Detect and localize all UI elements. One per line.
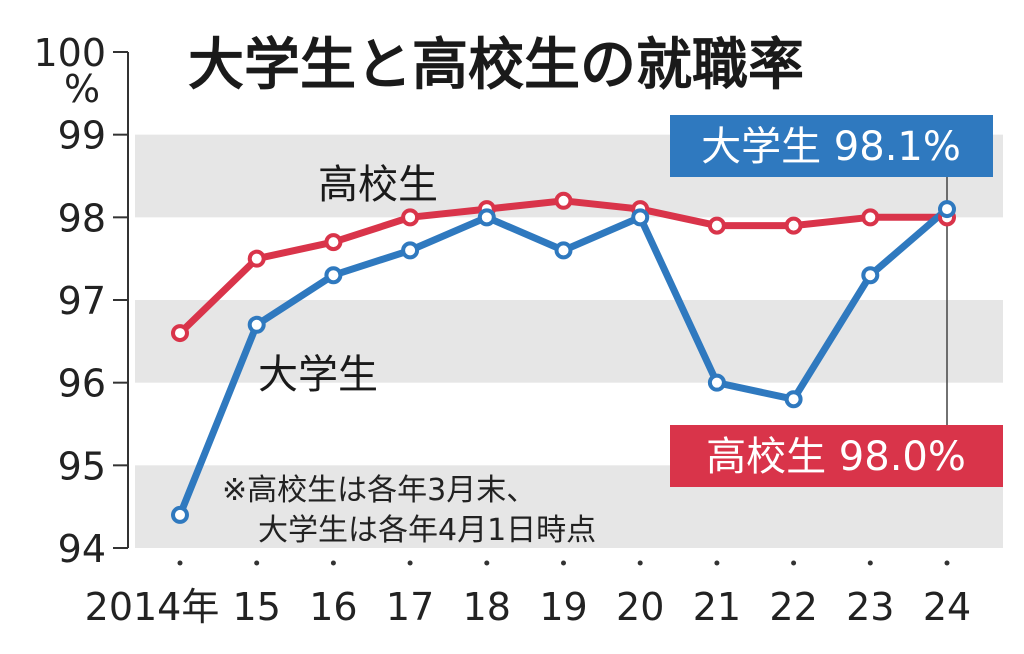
y-tick-label-3: 97: [58, 279, 106, 323]
x-tick-label-7: 21: [693, 585, 741, 629]
y-tick-label-1: 95: [58, 444, 106, 488]
x-ticks: 2014年 15 16 17 18 19 20 21 22 23 24: [85, 560, 971, 629]
x-tick-label-1: 15: [233, 585, 281, 629]
x-tick-dot-3: [407, 560, 413, 566]
callout-text-university: 大学生 98.1%: [701, 124, 961, 170]
series-0-point-8: [784, 216, 803, 235]
x-tick-dot-4: [484, 560, 490, 566]
latest-value-callouts: 大学生 98.1% 高校生 98.0%: [670, 115, 1003, 487]
x-tick-dot-0: [177, 560, 183, 566]
x-tick-label-8: 22: [769, 585, 817, 629]
series-1-point-1: [247, 315, 266, 334]
series-1-point-4: [477, 208, 496, 227]
series-0-point-0: [171, 324, 189, 343]
x-tick-label-6: 20: [616, 585, 664, 629]
series-0-point-1: [247, 249, 266, 268]
footnote-line-1: ※高校生は各年3月末、: [222, 473, 536, 508]
series-1-point-10: [938, 200, 956, 219]
series-1-point-3: [401, 241, 420, 260]
x-tick-dot-7: [714, 560, 720, 566]
y-ticks: 94 95 96 97 98 99 100: [33, 31, 128, 571]
x-tick-dot-9: [867, 560, 873, 566]
series-0-point-5: [554, 191, 573, 210]
series-label-highschool: 高校生: [318, 162, 438, 208]
series-points: [171, 191, 956, 524]
x-tick-label-2: 16: [309, 585, 357, 629]
y-tick-label-6: 100: [33, 31, 106, 75]
x-tick-label-3: 17: [386, 585, 434, 629]
callout-box-university: [670, 115, 993, 177]
x-tick-dot-5: [561, 560, 566, 566]
series-1-point-8: [784, 390, 803, 409]
x-tick-dot-10: [944, 560, 950, 566]
series-0-point-9: [861, 208, 880, 227]
series-label-university: 大学生: [258, 352, 378, 398]
series-1-point-9: [861, 266, 880, 285]
x-tick-label-9: 23: [846, 585, 894, 629]
series-1-point-0: [171, 505, 189, 524]
y-tick-label-5: 99: [58, 114, 106, 158]
series-0-point-2: [324, 233, 343, 252]
footnote-line-2: 大学生は各年4月1日時点: [258, 513, 596, 548]
chart-title: 大学生と高校生の就職率: [188, 33, 804, 98]
series-0-point-3: [401, 208, 420, 227]
x-tick-dot-6: [637, 560, 643, 566]
series-1-point-2: [324, 266, 343, 285]
y-tick-label-2: 96: [58, 362, 106, 406]
series-1-point-5: [554, 241, 573, 260]
x-tick-dot-2: [330, 560, 336, 566]
y-unit-label: %: [64, 67, 100, 111]
x-tick-dot-8: [791, 560, 797, 566]
x-tick-label-4: 18: [463, 585, 511, 629]
callout-text-highschool: 高校生 98.0%: [706, 434, 966, 480]
x-tick-label-5: 19: [539, 585, 587, 629]
x-tick-label-0: 2014年: [85, 585, 220, 629]
y-tick-label-0: 94: [58, 527, 106, 571]
x-tick-dot-1: [254, 560, 260, 566]
y-tick-label-4: 98: [58, 196, 106, 240]
series-1-point-7: [707, 373, 726, 392]
series-0-point-7: [707, 216, 726, 235]
x-tick-label-10: 24: [923, 585, 971, 629]
callout-box-highschool: [670, 425, 1003, 487]
series-1-point-6: [631, 208, 650, 227]
